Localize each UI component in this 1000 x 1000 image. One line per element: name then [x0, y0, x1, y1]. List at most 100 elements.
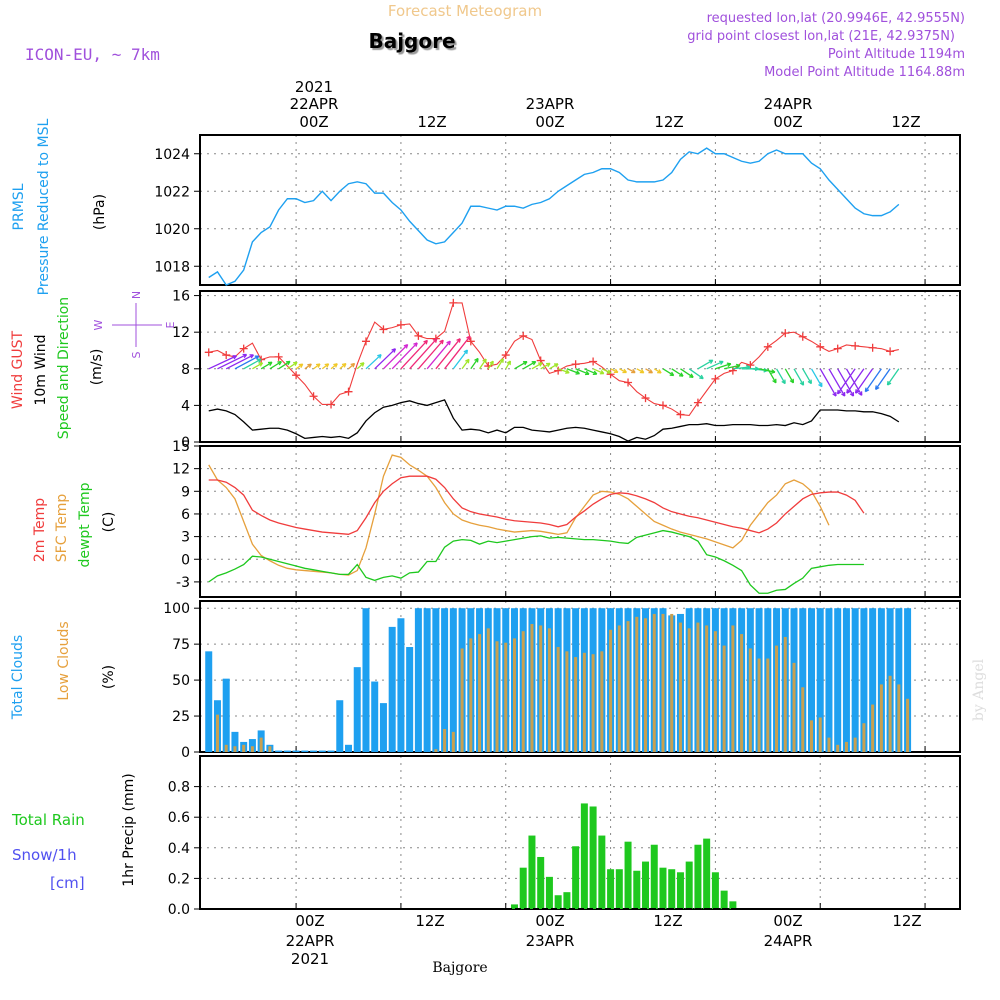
total-cloud-bar [336, 700, 344, 752]
gust-marker [449, 298, 458, 307]
gust-marker [589, 357, 598, 366]
top-date-22: 22APR [290, 95, 339, 113]
rain-bar [642, 861, 650, 909]
y-tick-label: 12 [172, 325, 190, 341]
y-tick-label: 8 [181, 362, 190, 378]
precip-ylabel: 1hr Precip (mm) [121, 773, 137, 886]
wind-arrow-head [818, 382, 823, 388]
low-cloud-bar [233, 746, 237, 752]
total-cloud-bar [388, 626, 396, 752]
total-cloud-bar [825, 608, 833, 752]
wind-arrow [715, 363, 732, 370]
total-cloud-bar [327, 750, 335, 752]
wind-arrow [697, 359, 714, 370]
top-hour-2: 12Z [417, 113, 446, 131]
wind-arrow [496, 358, 504, 370]
wind-arrow [855, 368, 874, 394]
top-date-24: 24APR [764, 95, 813, 113]
wind-arrow-head [622, 368, 627, 374]
wind-arrow-head [546, 362, 551, 368]
y-tick-label: 0.0 [168, 902, 190, 918]
rain-bar [563, 892, 571, 909]
wind-arrow [426, 340, 451, 370]
rain-bar [554, 895, 562, 909]
wind-arrow [444, 335, 471, 370]
wind-arrow [252, 362, 263, 370]
wind-compass-icon: N S E W [92, 291, 177, 359]
low-cloud-bar [268, 746, 272, 752]
wind-arrow-head [657, 369, 662, 374]
wind-gust-line [208, 302, 899, 417]
wind-arrow [461, 358, 470, 370]
wind-arrow-head [423, 339, 428, 345]
rain-bar [510, 904, 518, 909]
wind-arrow [810, 368, 823, 388]
wind-arrow-head [770, 369, 776, 374]
wind-arrow-head [669, 371, 675, 377]
low-cloud-bar [792, 662, 796, 752]
wind-arrow-head [875, 385, 880, 391]
total-cloud-bar [869, 608, 877, 752]
rain-bar [685, 861, 693, 909]
temp-2m-label: 2m Temp [32, 498, 48, 562]
wind-arrow-head [482, 358, 487, 364]
total-cloud-bar [379, 703, 387, 752]
total-cloud-bar [834, 608, 842, 752]
wind-arrow [784, 368, 794, 384]
temp-2m-line [208, 475, 865, 535]
clouds-total-label: Total Clouds [10, 635, 26, 720]
location-title: Bajgore [368, 29, 455, 53]
total-cloud-bar [231, 731, 239, 752]
panel-wind: 0 4 8 12 16 [172, 289, 961, 451]
rain-bar [676, 872, 684, 909]
low-cloud-bar [897, 684, 901, 752]
panel-frame [199, 290, 961, 443]
rain-bar [624, 841, 632, 909]
wind-arrow-head [648, 369, 653, 374]
wind-arrow-head [854, 389, 860, 394]
wind-arrow [680, 368, 694, 378]
top-year: 2021 [295, 78, 333, 96]
low-cloud-bar [871, 704, 875, 752]
rain-bar [519, 867, 527, 909]
low-cloud-bar [801, 687, 805, 752]
low-cloud-bar [617, 625, 621, 752]
rain-bar [711, 872, 719, 909]
total-cloud-bar [205, 651, 213, 752]
gust-marker [781, 329, 790, 338]
y-tick-label: 0.2 [168, 871, 190, 887]
compass-s: S [130, 351, 143, 358]
wind-arrow [557, 368, 570, 374]
wind-arrow-head [391, 348, 397, 353]
wind-arrow-head [249, 354, 254, 359]
wind-arrow [837, 368, 856, 395]
gust-marker [361, 337, 370, 346]
panel-precipitation: 0.0 0.2 0.4 0.6 0.8 [168, 755, 961, 918]
wind-arrow [601, 368, 612, 374]
rain-bar [537, 856, 545, 909]
model-altitude: Model Point Altitude 1164.88m [764, 65, 965, 80]
wind-arrow-head [377, 354, 382, 359]
low-cloud-bar [661, 613, 665, 752]
gust-marker [379, 325, 388, 334]
top-hour-6: 12Z [891, 113, 920, 131]
wind-arrow [382, 344, 409, 370]
gust-marker [204, 348, 213, 357]
wind-arrow [356, 362, 365, 370]
total-cloud-bar [310, 750, 318, 752]
gust-marker [711, 374, 720, 383]
wind-arrow-head [841, 392, 846, 397]
wind-arrow [278, 360, 291, 370]
top-hour-3: 00Z [535, 113, 564, 131]
wind-arrow [758, 368, 776, 373]
total-cloud-bar [301, 750, 309, 752]
gust-marker [571, 360, 580, 369]
y-tick-label: 3 [181, 530, 190, 546]
low-cloud-bar [547, 628, 551, 752]
wind-arrow [260, 361, 273, 370]
pressure-label-2: Pressure Reduced to MSL [36, 118, 52, 295]
y-tick-label: 1022 [154, 184, 190, 200]
total-cloud-bar [397, 618, 405, 752]
wind-arrow [531, 362, 543, 370]
total-cloud-bar [353, 667, 361, 752]
